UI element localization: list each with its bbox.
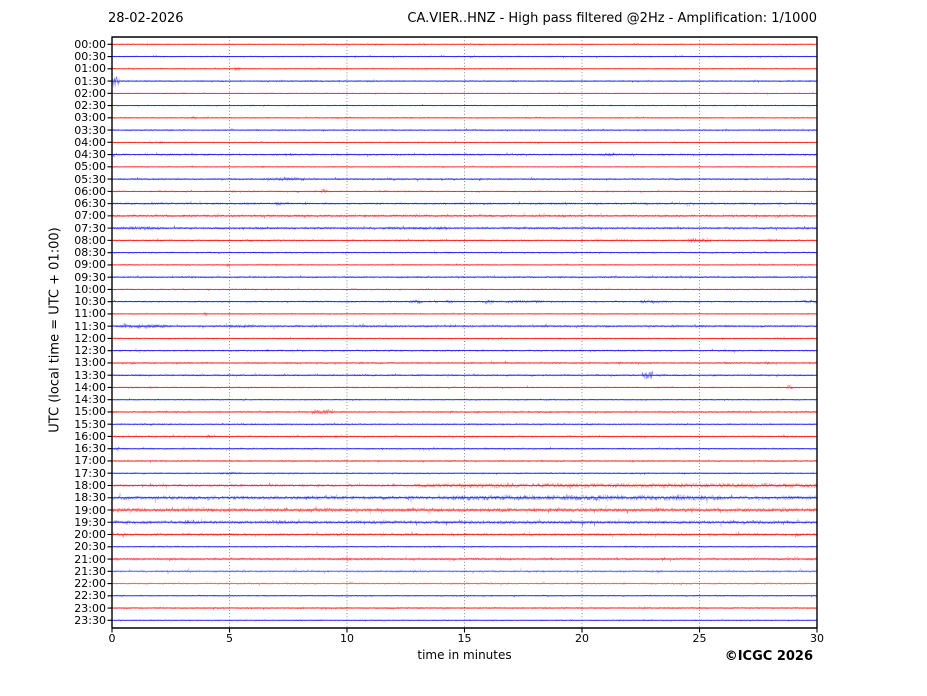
y-tick-label: 15:30	[74, 417, 106, 431]
copyright-label: ©ICGC 2026	[724, 649, 813, 664]
y-tick-label: 19:30	[74, 515, 106, 529]
y-tick-label: 22:00	[74, 577, 106, 591]
y-tick-label: 08:30	[74, 246, 106, 260]
y-tick-label: 02:00	[74, 86, 106, 100]
y-tick-label: 09:30	[74, 270, 106, 284]
y-tick-label: 03:00	[74, 111, 106, 125]
y-tick-label: 12:30	[74, 344, 106, 358]
y-tick-label: 01:00	[74, 62, 106, 76]
y-tick-label: 20:30	[74, 540, 106, 554]
x-tick-label: 0	[108, 632, 116, 645]
y-tick-label: 11:00	[74, 307, 106, 321]
y-tick-label: 21:30	[74, 564, 106, 578]
x-tick-label: 5	[226, 632, 233, 645]
y-tick-label: 20:00	[74, 528, 106, 541]
y-tick-label: 05:00	[74, 160, 106, 174]
y-tick-label: 09:00	[74, 258, 106, 272]
y-tick-label: 10:00	[74, 282, 106, 296]
y-tick-label: 18:00	[74, 478, 106, 492]
y-tick-label: 16:00	[74, 429, 106, 443]
y-tick-label: 11:30	[74, 319, 106, 333]
y-tick-label: 14:00	[74, 380, 106, 394]
y-tick-label: 17:30	[74, 466, 106, 480]
y-tick-label: 18:30	[74, 491, 106, 505]
x-tick-label: 30	[810, 632, 824, 645]
y-tick-label: 03:30	[74, 123, 106, 137]
y-axis-label: UTC (local time = UTC + 01:00)	[47, 227, 63, 433]
y-tick-label: 14:30	[74, 393, 106, 407]
y-tick-label: 07:30	[74, 221, 106, 235]
y-tick-label: 13:00	[74, 356, 106, 370]
y-tick-label: 06:00	[74, 184, 106, 198]
y-tick-label: 01:30	[74, 74, 106, 88]
y-tick-label: 12:00	[74, 331, 106, 345]
y-tick-label: 23:00	[74, 601, 106, 615]
y-tick-label: 04:30	[74, 148, 106, 162]
y-tick-label: 22:30	[74, 589, 106, 603]
x-tick-label: 10	[340, 632, 354, 645]
y-tick-label: 19:00	[74, 503, 106, 517]
y-tick-label: 08:00	[74, 233, 106, 247]
y-tick-label: 07:00	[74, 209, 106, 223]
y-tick-label: 02:30	[74, 99, 106, 113]
y-tick-label: 16:30	[74, 442, 106, 456]
y-tick-label: 21:00	[74, 552, 106, 566]
y-tick-label: 05:30	[74, 172, 106, 186]
y-tick-label: 10:30	[74, 295, 106, 309]
y-tick-label: 15:00	[74, 405, 106, 419]
y-tick-label: 13:30	[74, 368, 106, 382]
y-tick-label: 06:30	[74, 197, 106, 211]
y-tick-label: 17:00	[74, 454, 106, 468]
x-tick-label: 15	[457, 632, 472, 645]
x-tick-label: 25	[692, 632, 707, 645]
x-axis-label: time in minutes	[417, 648, 512, 662]
y-tick-label: 04:00	[74, 135, 106, 149]
x-tick-label: 20	[575, 632, 589, 645]
y-tick-label: 00:30	[74, 50, 106, 64]
y-tick-label: 00:00	[74, 37, 106, 51]
y-tick-label: 23:30	[74, 613, 106, 627]
